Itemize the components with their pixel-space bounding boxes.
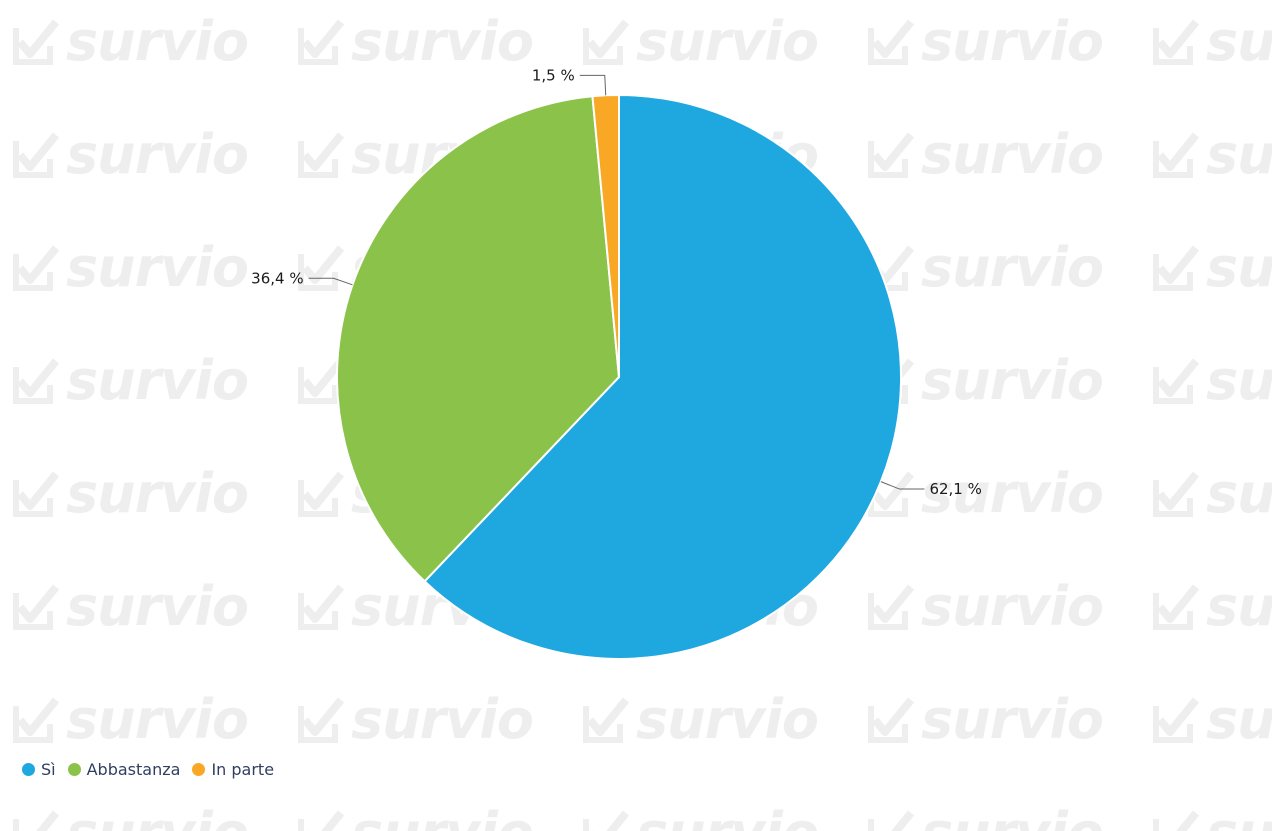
watermark-text: survio <box>921 688 1104 751</box>
watermark-text: survio <box>66 688 249 751</box>
slice-label-abbastanza: 36,4 % <box>251 269 303 287</box>
survio-watermark: survio <box>10 575 249 638</box>
pie-slice-si[interactable] <box>423 94 902 660</box>
legend-item-abbastanza[interactable]: Abbastanza <box>67 760 181 779</box>
watermark-text: survio <box>1206 236 1272 299</box>
survio-watermark: survio <box>1150 349 1272 412</box>
survio-watermark: survio <box>865 575 1104 638</box>
watermark-text: survio <box>66 575 249 638</box>
watermark-text: survio <box>66 10 249 73</box>
slice-label-in-parte: 1,5 % <box>532 66 575 84</box>
watermark-text: survio <box>636 688 819 751</box>
survio-watermark: survio <box>580 688 819 751</box>
legend-dot-si <box>22 763 35 776</box>
watermark-text: survio <box>66 236 249 299</box>
legend-item-in-parte[interactable]: In parte <box>192 760 274 779</box>
watermark-text: survio <box>351 688 534 751</box>
survio-watermark: survio <box>580 801 819 831</box>
chart-legend: Sì Abbastanza In parte <box>22 760 274 779</box>
legend-label-in-parte: In parte <box>211 760 275 779</box>
survio-watermark: survio <box>865 462 1104 525</box>
label-connector-si <box>880 481 925 490</box>
survio-watermark: survio <box>865 688 1104 751</box>
survio-watermark: survio <box>10 123 249 186</box>
legend-dot-abbastanza <box>67 763 81 776</box>
slice-labels: 62,1 % 36,4 % 1,5 % <box>251 66 982 498</box>
survio-watermark: survio <box>580 10 819 73</box>
survio-watermark: survio <box>1150 575 1272 638</box>
legend-label-si: Sì <box>41 760 56 779</box>
survio-watermark: survio <box>295 801 534 831</box>
watermark-text: survio <box>921 10 1104 73</box>
survio-watermark: survio <box>295 10 534 73</box>
survio-watermark: survio <box>865 349 1104 412</box>
survio-watermark: survio <box>10 236 249 299</box>
watermark-text: survio <box>921 236 1104 299</box>
watermark-text: survio <box>921 575 1104 638</box>
survio-watermark: survio <box>10 10 249 73</box>
watermark-text: survio <box>1206 10 1272 73</box>
survio-watermark: survio <box>865 123 1104 186</box>
survio-watermark: survio <box>1150 688 1272 751</box>
survio-watermark: survio <box>10 801 249 831</box>
survio-watermark: survio <box>295 688 534 751</box>
pie-slices <box>336 94 902 660</box>
survio-watermark: survio <box>1150 801 1272 831</box>
legend-dot-in-parte <box>192 763 206 776</box>
watermark-text: survio <box>1206 801 1272 831</box>
slice-label-si: 62,1 % <box>929 480 981 498</box>
watermark-text: survio <box>921 801 1104 831</box>
watermark-text: survio <box>1206 688 1272 751</box>
label-connectors <box>308 74 925 490</box>
watermark-text: survio <box>1206 349 1272 412</box>
label-connector-in-parte <box>579 74 607 96</box>
watermark-text: survio <box>636 10 819 73</box>
legend-item-si[interactable]: Sì <box>22 760 56 779</box>
watermark-text: survio <box>351 801 534 831</box>
survio-watermark: survio <box>1150 123 1272 186</box>
survio-watermark: survio <box>10 462 249 525</box>
survio-watermark: survio <box>1150 236 1272 299</box>
watermark-text: survio <box>66 349 249 412</box>
watermark-text: survio <box>66 123 249 186</box>
survio-watermark: survio <box>10 688 249 751</box>
watermark-text: survio <box>66 801 249 831</box>
survio-watermark: survio <box>1150 462 1272 525</box>
watermark-text: survio <box>351 10 534 73</box>
survio-watermark: survio <box>865 801 1104 831</box>
survio-watermark: survio <box>10 349 249 412</box>
watermark-text: survio <box>921 123 1104 186</box>
legend-label-abbastanza: Abbastanza <box>86 760 181 779</box>
watermark-text: survio <box>636 801 819 831</box>
watermark-text: survio <box>1206 462 1272 525</box>
watermark-text: survio <box>921 462 1104 525</box>
label-connector-abbastanza <box>308 277 353 286</box>
survio-watermark: survio <box>1150 10 1272 73</box>
watermark-text: survio <box>921 349 1104 412</box>
watermark-text: survio <box>1206 123 1272 186</box>
pie-slice-abbastanza[interactable] <box>336 95 620 583</box>
watermark-text: survio <box>66 462 249 525</box>
watermark-text: survio <box>1206 575 1272 638</box>
survio-watermark: survio <box>865 10 1104 73</box>
